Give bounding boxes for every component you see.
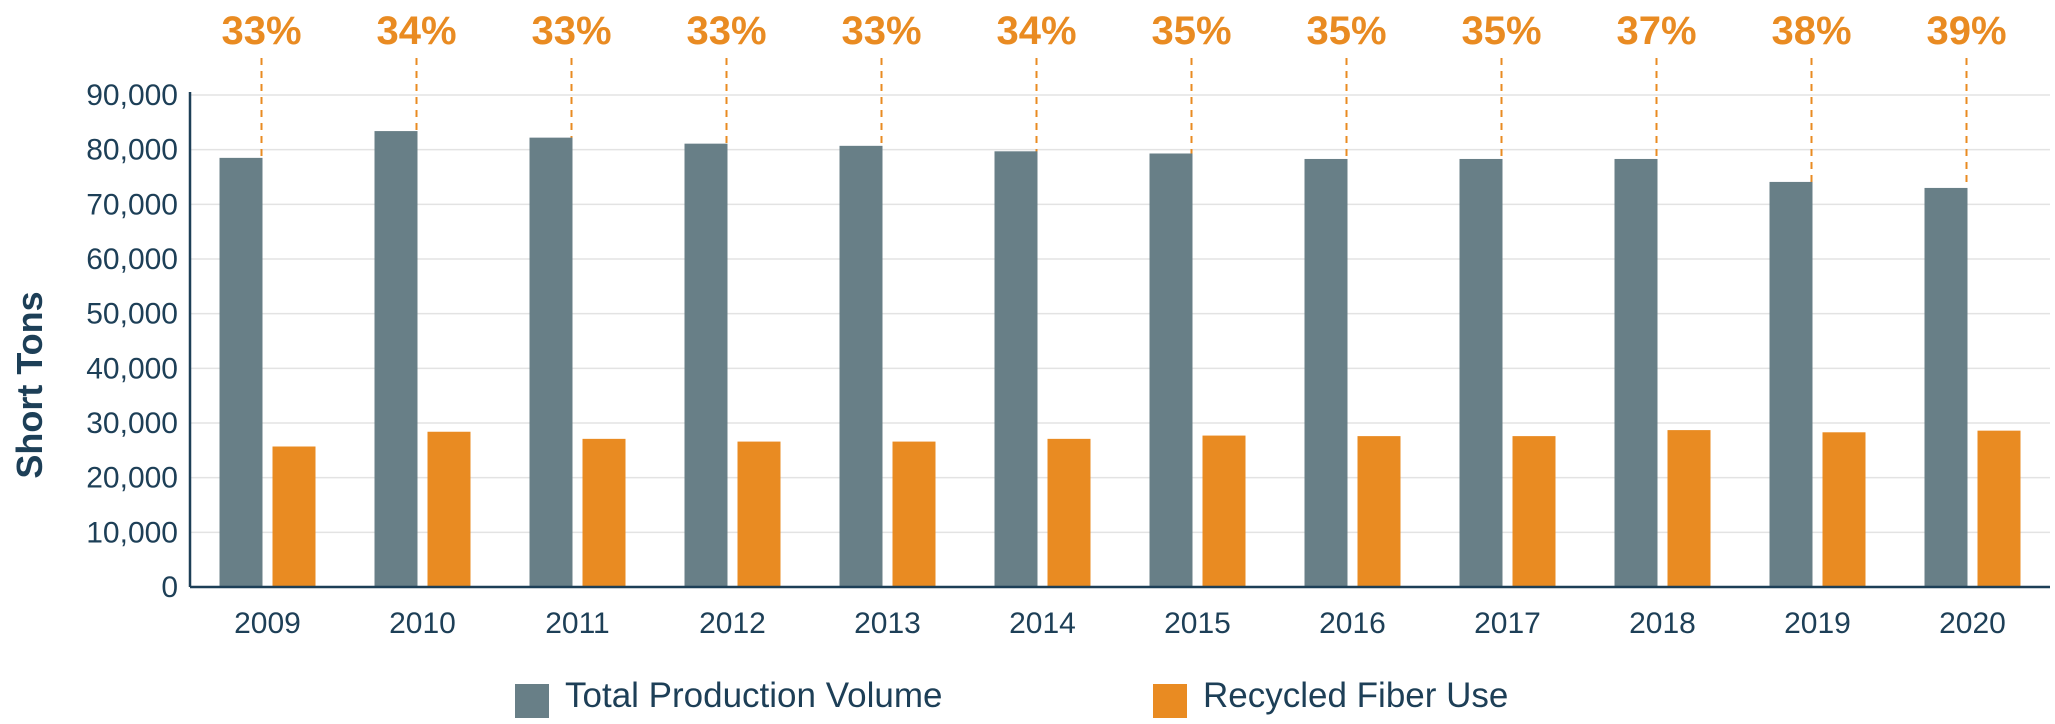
x-tick-label: 2014 <box>1009 607 1076 640</box>
bar-recycled-fiber <box>1357 436 1401 587</box>
bar-recycled-fiber <box>272 446 316 587</box>
x-tick-label: 2009 <box>234 607 301 640</box>
percent-label: 33% <box>531 9 611 53</box>
bar-recycled-fiber <box>1202 435 1246 587</box>
x-tick-label: 2013 <box>854 607 921 640</box>
bar-recycled-fiber <box>737 441 781 587</box>
percent-label: 33% <box>686 9 766 53</box>
bar-total-production <box>374 131 418 587</box>
y-tick-label: 20,000 <box>86 462 178 495</box>
percent-label: 34% <box>376 9 456 53</box>
y-tick-label: 30,000 <box>86 407 178 440</box>
y-tick-label: 40,000 <box>86 352 178 385</box>
y-tick-label: 70,000 <box>86 188 178 221</box>
percent-label: 35% <box>1306 9 1386 53</box>
bar-total-production <box>994 151 1038 587</box>
bar-recycled-fiber <box>1822 432 1866 587</box>
bar-recycled-fiber <box>1047 438 1091 587</box>
y-tick-label: 50,000 <box>86 298 178 331</box>
bars <box>219 131 2021 588</box>
x-tick-label: 2017 <box>1474 607 1541 640</box>
bar-recycled-fiber <box>1512 436 1556 587</box>
bar-total-production <box>1149 153 1193 587</box>
dashed-connectors <box>260 58 1968 449</box>
y-tick-label: 80,000 <box>86 134 178 167</box>
bar-recycled-fiber <box>892 441 936 587</box>
bar-total-production <box>1614 158 1658 587</box>
y-axis-label: Short Tons <box>9 291 50 478</box>
x-tick-label: 2018 <box>1629 607 1696 640</box>
bar-total-production <box>1304 158 1348 587</box>
percent-label: 39% <box>1926 9 2006 53</box>
x-tick-label: 2016 <box>1319 607 1386 640</box>
percent-label: 35% <box>1461 9 1541 53</box>
bar-total-production <box>684 143 728 588</box>
bar-total-production <box>219 157 263 587</box>
y-tick-label: 10,000 <box>86 516 178 549</box>
bar-total-production <box>1924 187 1968 587</box>
y-tick-label: 0 <box>161 571 178 604</box>
x-tick-label: 2015 <box>1164 607 1231 640</box>
grid-layer <box>190 94 2050 534</box>
legend-label: Recycled Fiber Use <box>1203 676 1508 715</box>
bar-total-production <box>1459 158 1503 587</box>
x-tick-label: 2020 <box>1939 607 2006 640</box>
bar-total-production <box>1769 181 1813 588</box>
percent-label: 37% <box>1616 9 1696 53</box>
bar-recycled-fiber <box>427 431 471 587</box>
axes <box>188 92 2050 589</box>
percent-label: 33% <box>841 9 921 53</box>
legend: Total Production Volume Recycled Fiber Us… <box>515 676 1508 718</box>
bar-total-production <box>839 145 883 587</box>
percent-label: 38% <box>1771 9 1851 53</box>
legend-swatch <box>1153 684 1187 718</box>
legend-swatch <box>515 684 549 718</box>
x-tick-label: 2019 <box>1784 607 1851 640</box>
bar-recycled-fiber <box>582 438 626 587</box>
labels: 0 10,000 20,000 30,000 40,000 50,000 60,000 70,… <box>86 9 2006 640</box>
bar-recycled-fiber <box>1667 430 1711 587</box>
x-tick-label: 2011 <box>545 607 610 640</box>
y-tick-label: 60,000 <box>86 243 178 276</box>
percent-label: 33% <box>221 9 301 53</box>
percent-label: 34% <box>996 9 1076 53</box>
bar-total-production <box>529 137 573 587</box>
legend-label: Total Production Volume <box>565 676 942 715</box>
x-tick-label: 2010 <box>389 607 456 640</box>
bar-recycled-fiber <box>1977 430 2021 587</box>
x-tick-label: 2012 <box>699 607 766 640</box>
percent-label: 35% <box>1151 9 1231 53</box>
y-tick-label: 90,000 <box>86 79 178 112</box>
